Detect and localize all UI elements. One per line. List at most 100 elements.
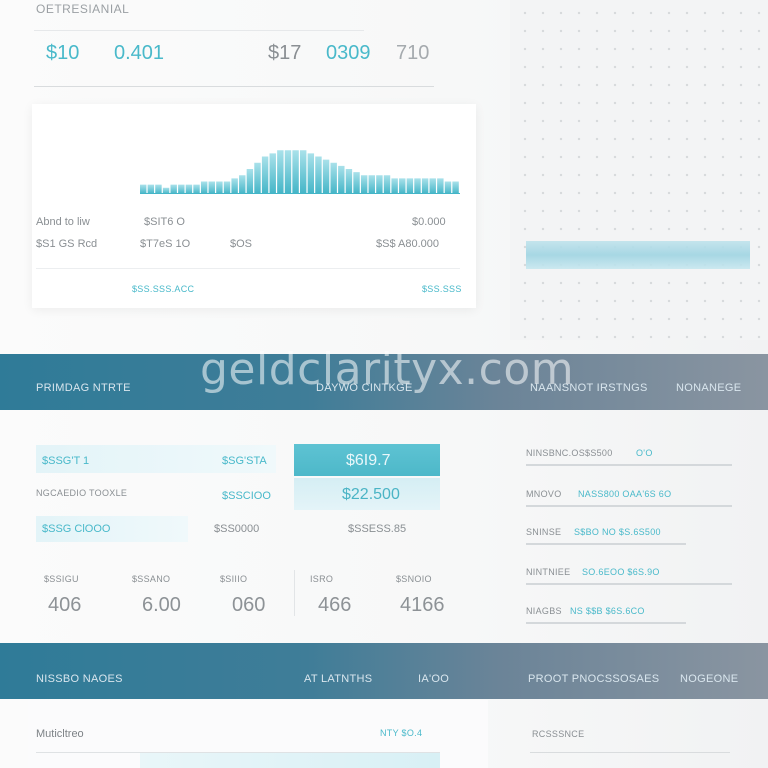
chart-bar-8	[193, 184, 200, 194]
row2-highlight-box[interactable]: $22.500	[294, 478, 440, 510]
band2-far-right-label[interactable]: NOGEONE	[680, 673, 739, 685]
chart-bar-40	[437, 178, 444, 194]
metric-5-label: $SNOIO	[396, 574, 432, 584]
chart-bar-29	[353, 172, 360, 194]
metric-2-label: $SSANO	[132, 574, 171, 584]
list-item-3-value: S$BO NO $S.6S500	[574, 527, 661, 537]
row2-label: NGCAEDIO TOOXLE	[36, 488, 128, 498]
section-header-band-2	[0, 643, 768, 699]
list-item-2-label[interactable]: MNOVO	[526, 489, 562, 499]
band2-mid-right-label[interactable]: IA'OO	[418, 673, 450, 685]
metric-2-value: 6.00	[142, 594, 181, 616]
chart-bar-41	[444, 181, 452, 194]
list-item-4-label[interactable]: NINTNIEE	[526, 567, 571, 577]
row1-value: $SG'STA	[222, 455, 267, 467]
list-item-3-line	[526, 543, 686, 545]
chart-bar-42	[452, 181, 459, 194]
chart-bar-33	[383, 175, 391, 194]
chart-bar-1	[140, 184, 147, 194]
chart-bar-32	[376, 175, 383, 194]
chart-bar-3	[155, 184, 162, 194]
header-underline	[34, 86, 434, 87]
list-item-5-label[interactable]: NIAGBS	[526, 606, 562, 616]
stat-value-1: $10	[46, 42, 80, 64]
chart-bar-10	[208, 181, 215, 194]
chart-bar-22	[300, 150, 307, 194]
footer-mid: $SS.SSS.ACC	[132, 284, 195, 294]
chart-bar-38	[421, 178, 429, 194]
metric-divider	[294, 570, 295, 616]
list-item-4-line	[526, 583, 732, 585]
metric-3-value: 060	[232, 594, 266, 616]
chart-bar-7	[185, 184, 193, 194]
row-2-value-2: $OS	[230, 238, 253, 250]
list-item-1-label[interactable]: NINSBNC.OS$S500	[526, 448, 613, 458]
chart-bar-27	[338, 165, 345, 194]
metric-4-value: 466	[318, 594, 352, 616]
chart-bar-34	[391, 178, 398, 194]
header-divider	[34, 30, 364, 31]
list-item-1-value: O'O	[636, 448, 653, 458]
chart-bar-26	[330, 162, 337, 194]
dashboard-title: OETRESIANIAL	[36, 2, 130, 16]
band1-mid-label[interactable]: DAYWO CINTKGE	[316, 382, 413, 394]
footer-right: $SS.SSS	[422, 284, 462, 294]
chart-bar-36	[406, 178, 414, 194]
row3-box-value: $SSESS.85	[348, 523, 407, 535]
bottom-right-divider	[530, 752, 730, 753]
chart-bar-11	[216, 181, 223, 194]
stat-value-2: 0.401	[114, 42, 165, 64]
bottom-right-value: NTY $O.4	[380, 728, 423, 738]
watermark-text: geldclarityx.com	[200, 344, 575, 395]
band1-left-label[interactable]: PRIMDAG NTRTE	[36, 382, 131, 394]
chart-bar-5	[170, 184, 177, 194]
chart-bar-6	[178, 184, 185, 194]
stat-value-3: $17	[268, 42, 302, 64]
row3-bar[interactable]	[36, 516, 188, 542]
chart-bar-21	[292, 150, 299, 194]
chart-bar-20	[284, 150, 292, 194]
row1-label: $SSG'T 1	[42, 455, 90, 467]
list-item-5-line	[526, 622, 686, 624]
chart-bar-30	[360, 175, 368, 194]
chart-bar-15	[246, 169, 254, 194]
highlight-band	[526, 241, 750, 269]
band1-far-right-label[interactable]: NONANEGE	[676, 382, 742, 394]
band2-mid-label[interactable]: AT LATNTHS	[304, 673, 373, 685]
chart-bar-28	[345, 169, 353, 194]
row2-value: $SSCIOO	[222, 490, 271, 502]
row-1-value-1: $SIT6 O	[144, 216, 185, 228]
chart-bar-9	[200, 181, 208, 194]
metric-4-label: ISRO	[310, 574, 334, 584]
band2-right-label[interactable]: PROOT PNOCSSOSAES	[528, 673, 660, 685]
chart-bar-19	[277, 150, 284, 194]
section-header-band-1	[0, 354, 768, 410]
band1-right-label[interactable]: NAANSNOT IRSTNGS	[530, 382, 648, 394]
metric-3-label: $SIIIO	[220, 574, 248, 584]
band2-left-label[interactable]: NISSBO NAOES	[36, 673, 123, 685]
chart-bar-17	[261, 156, 269, 194]
chart-bar-4	[162, 187, 170, 194]
row1-bar[interactable]	[36, 445, 276, 473]
bottom-right-panel-label: RCSSSNCE	[532, 729, 585, 739]
row-1-label: Abnd to liw	[36, 216, 90, 228]
row-1-value-3: $0.000	[412, 216, 446, 228]
revenue-chart-card: Abnd to liw $SIT6 O $0.000 $S1 GS Rcd $T…	[32, 104, 476, 308]
chart-bar-16	[254, 162, 261, 194]
row3-value: $SS0000	[214, 523, 260, 535]
metric-1-value: 406	[48, 594, 82, 616]
row1-highlight-box[interactable]: $6I9.7	[294, 444, 440, 476]
chart-bar-39	[429, 178, 436, 194]
chart-bar-18	[269, 153, 276, 194]
chart-bar-25	[322, 159, 330, 194]
chart-bar-24	[315, 156, 322, 194]
chart-bar-2	[147, 184, 155, 194]
bottom-axis	[36, 752, 440, 753]
card-divider	[36, 268, 460, 269]
chart-bar-14	[239, 175, 246, 194]
bar-chart	[140, 150, 460, 194]
list-item-2-value: NASS800 OAA'6S 6O	[578, 489, 672, 499]
bottom-left-label: Muticltreo	[36, 728, 84, 740]
row-2-value-3: $S$ A80.000	[376, 238, 440, 250]
list-item-3-label[interactable]: SNINSE	[526, 527, 562, 537]
